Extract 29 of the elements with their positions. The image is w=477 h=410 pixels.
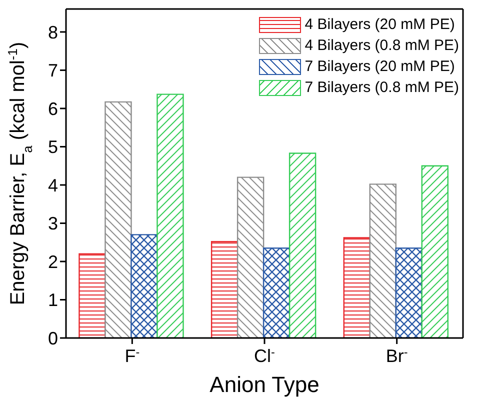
y-tick-label: 2 bbox=[48, 252, 58, 272]
x-axis-title: Anion Type bbox=[210, 372, 320, 397]
legend-label: 7 Bilayers (20 mM PE) bbox=[304, 58, 455, 75]
y-tick-label: 8 bbox=[48, 22, 58, 42]
bar bbox=[78, 253, 106, 338]
x-tick-label: Br$^{-}$ bbox=[386, 346, 408, 366]
legend-label: 4 Bilayers (0.8 mM PE) bbox=[304, 37, 459, 54]
bar bbox=[343, 237, 370, 338]
bar bbox=[156, 94, 184, 338]
bar bbox=[395, 248, 422, 338]
y-tick-label: 3 bbox=[48, 214, 58, 234]
y-tick-label: 4 bbox=[48, 175, 58, 196]
y-tick-label: 6 bbox=[48, 98, 58, 119]
bar bbox=[421, 165, 448, 338]
bar bbox=[288, 152, 316, 338]
y-tick-label: 1 bbox=[48, 290, 58, 310]
bar bbox=[210, 240, 238, 338]
bar bbox=[236, 176, 264, 338]
bar bbox=[130, 234, 158, 338]
bar bbox=[104, 101, 132, 338]
bar bbox=[262, 248, 290, 338]
x-tick-label: Cl$^{-}$ bbox=[254, 346, 276, 366]
y-tick-label: 5 bbox=[48, 137, 58, 158]
x-tick-label: F$^{-}$ bbox=[124, 346, 140, 366]
bar bbox=[369, 184, 396, 338]
legend-label: 4 Bilayers (20 mM PE) bbox=[304, 16, 455, 33]
y-tick-label: 0 bbox=[48, 328, 58, 348]
y-tick-label: 7 bbox=[48, 60, 58, 81]
legend-label: 7 Bilayers (0.8 mM PE) bbox=[304, 79, 459, 96]
